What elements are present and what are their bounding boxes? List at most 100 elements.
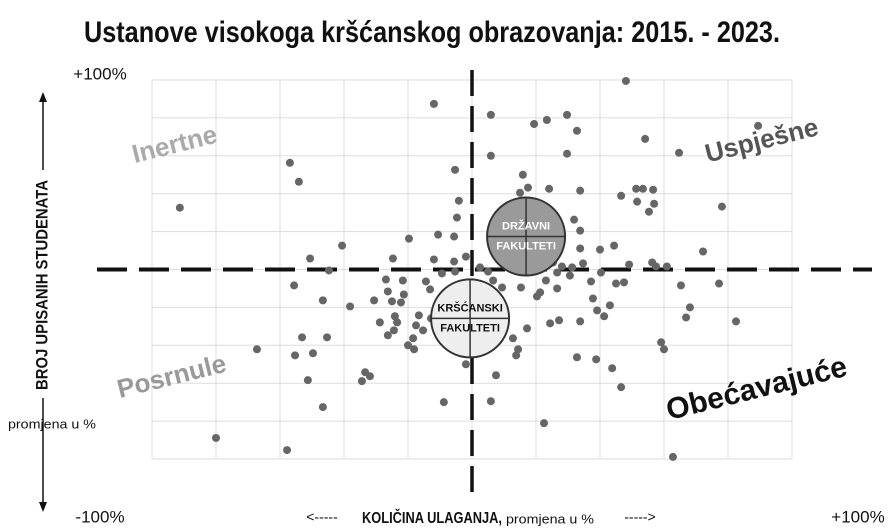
- point: [610, 241, 619, 250]
- point: [541, 276, 550, 285]
- point: [621, 76, 630, 85]
- point: [450, 232, 459, 241]
- point: [732, 317, 740, 326]
- highlight-label: FAKULTETI: [496, 240, 556, 252]
- point: [563, 149, 572, 158]
- point: [306, 254, 315, 263]
- y-tick-label: -100%: [75, 507, 124, 526]
- point: [625, 260, 634, 269]
- point: [668, 452, 677, 461]
- point: [484, 267, 492, 276]
- point: [650, 199, 659, 208]
- point: [570, 215, 579, 224]
- point: [633, 197, 642, 206]
- point: [476, 263, 484, 272]
- point: [390, 312, 399, 321]
- point: [608, 364, 617, 373]
- point: [523, 324, 532, 333]
- point: [572, 126, 581, 135]
- point: [508, 334, 517, 343]
- point: [318, 403, 327, 412]
- point: [318, 296, 327, 305]
- point: [545, 184, 554, 193]
- point: [620, 278, 628, 287]
- x-tick-label: +100%: [831, 507, 884, 526]
- point: [576, 226, 585, 235]
- point: [641, 134, 650, 143]
- point: [437, 269, 446, 278]
- point: [404, 341, 412, 350]
- point: [593, 306, 602, 315]
- point: [486, 151, 495, 160]
- highlight-label: FAKULTETI: [440, 322, 500, 334]
- point: [454, 196, 463, 205]
- point: [370, 296, 379, 305]
- point: [587, 277, 596, 286]
- point: [409, 334, 418, 343]
- point: [429, 255, 438, 264]
- point: [644, 207, 653, 216]
- point: [461, 360, 470, 369]
- point: [617, 383, 626, 392]
- point: [576, 244, 585, 253]
- point: [175, 203, 184, 212]
- point: [421, 277, 430, 286]
- point: [662, 262, 671, 271]
- point: [565, 271, 574, 280]
- point: [540, 419, 548, 428]
- point: [414, 311, 423, 320]
- point: [572, 353, 581, 362]
- x-arrow-left: <-----: [306, 509, 338, 525]
- point: [592, 355, 601, 364]
- point: [717, 202, 726, 211]
- point: [576, 186, 585, 195]
- point: [410, 345, 419, 354]
- x-arrow-right: ----->: [624, 509, 656, 525]
- point: [516, 188, 524, 197]
- point: [450, 257, 459, 266]
- point: [518, 170, 527, 179]
- point: [632, 184, 641, 193]
- point: [676, 281, 685, 290]
- point: [715, 279, 724, 288]
- point: [649, 185, 658, 194]
- point: [426, 285, 435, 294]
- point: [512, 351, 521, 360]
- arrow-head: [39, 92, 47, 102]
- point: [298, 333, 307, 342]
- point: [516, 283, 525, 292]
- point: [532, 292, 541, 301]
- point: [393, 318, 402, 327]
- point: [563, 110, 572, 119]
- point: [699, 247, 708, 256]
- point: [388, 254, 397, 263]
- point: [389, 326, 398, 335]
- point: [579, 259, 588, 268]
- y-axis-label: BROJ UPISANIH STUDENATA: [32, 180, 51, 390]
- point: [486, 397, 495, 406]
- point: [283, 446, 292, 455]
- highlight-label: DRŽAVNI: [502, 219, 550, 232]
- y-axis-sub-label: promjena u %: [8, 416, 96, 431]
- point: [303, 376, 312, 385]
- point: [399, 290, 408, 299]
- point: [451, 165, 460, 174]
- point: [638, 184, 647, 193]
- point: [657, 338, 666, 347]
- point: [498, 283, 507, 292]
- point: [439, 398, 448, 407]
- point: [553, 268, 562, 277]
- point: [612, 279, 620, 288]
- point: [291, 351, 300, 360]
- point: [383, 331, 392, 340]
- point: [600, 312, 609, 321]
- point: [492, 371, 500, 380]
- point: [514, 345, 523, 354]
- point: [754, 121, 763, 130]
- point: [398, 276, 407, 285]
- point: [324, 266, 333, 275]
- point: [404, 234, 413, 243]
- point: [546, 319, 555, 328]
